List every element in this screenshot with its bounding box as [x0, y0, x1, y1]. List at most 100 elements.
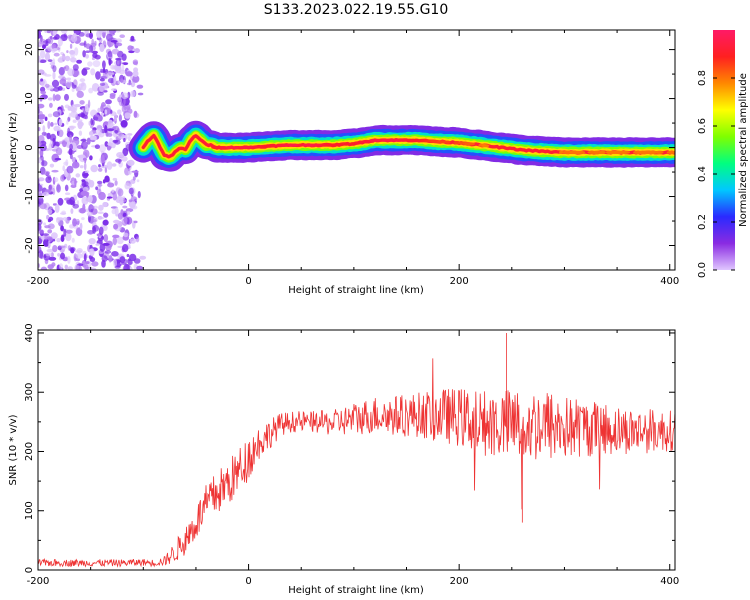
noise-blob — [69, 143, 73, 151]
x-tick-label: 200 — [450, 276, 469, 287]
noise-blob — [40, 78, 44, 82]
noise-blob — [137, 92, 144, 96]
colorbar-tick-label: 0.6 — [697, 118, 708, 134]
noise-blob — [81, 179, 85, 183]
noise-blob — [52, 245, 58, 253]
noise-blob — [76, 59, 82, 64]
noise-blob — [71, 88, 75, 92]
noise-blob — [111, 251, 119, 257]
ridge-peak — [436, 140, 446, 144]
noise-blob — [49, 140, 54, 148]
noise-blob — [83, 40, 87, 48]
noise-blob — [38, 184, 43, 192]
noise-blob — [114, 130, 118, 134]
noise-blob — [122, 62, 129, 66]
noise-blob — [127, 159, 135, 166]
noise-blob — [127, 260, 133, 265]
noise-region — [38, 30, 147, 270]
noise-blob — [92, 50, 98, 54]
noise-blob — [70, 57, 77, 63]
noise-blob — [94, 144, 100, 149]
noise-blob — [67, 68, 75, 76]
ridge-peak — [481, 144, 490, 148]
noise-blob — [107, 119, 114, 128]
noise-blob — [49, 102, 53, 108]
signal-ridge — [128, 120, 675, 172]
noise-blob — [97, 107, 101, 113]
noise-blob — [117, 80, 120, 84]
noise-blob — [121, 196, 126, 199]
noise-blob — [118, 159, 121, 164]
noise-blob — [81, 217, 85, 221]
noise-blob — [127, 133, 133, 136]
noise-blob — [58, 118, 63, 126]
noise-blob — [128, 187, 134, 195]
noise-blob — [136, 179, 140, 183]
noise-blob — [84, 264, 89, 270]
noise-blob — [130, 90, 136, 98]
noise-blob — [85, 50, 90, 53]
noise-blob — [59, 78, 67, 85]
noise-blob — [85, 261, 90, 265]
noise-blob — [38, 177, 45, 182]
noise-blob — [97, 211, 104, 214]
noise-blob — [123, 263, 130, 270]
colorbar-label: Normalized spectral amplitude — [738, 73, 749, 227]
noise-blob — [106, 30, 110, 35]
ridge-peak — [359, 140, 372, 144]
y-tick-label: 0 — [24, 144, 35, 150]
noise-blob — [124, 112, 131, 119]
noise-blob — [114, 139, 121, 145]
ridge-peak — [270, 144, 278, 148]
noise-blob — [71, 237, 75, 243]
y-tick-label: -20 — [24, 237, 35, 253]
noise-blob — [119, 256, 126, 264]
noise-blob — [98, 216, 105, 220]
noise-blob — [96, 30, 102, 39]
noise-blob — [97, 167, 103, 172]
ridge-peak — [413, 138, 419, 142]
noise-blob — [64, 65, 70, 72]
ridge-peak — [369, 138, 381, 142]
noise-blob — [107, 193, 113, 197]
noise-blob — [74, 178, 77, 187]
noise-blob — [66, 77, 71, 81]
noise-blob — [128, 170, 132, 175]
noise-blob — [116, 60, 120, 65]
noise-blob — [81, 82, 87, 91]
noise-blob — [56, 217, 60, 224]
noise-blob — [44, 234, 48, 241]
ridge-peak — [287, 143, 298, 147]
noise-blob — [46, 214, 50, 220]
noise-blob — [82, 50, 86, 58]
noise-blob — [87, 195, 93, 203]
noise-blob — [88, 238, 96, 245]
noise-blob — [75, 173, 81, 178]
noise-blob — [87, 61, 93, 67]
x-tick-label: 0 — [245, 276, 251, 287]
noise-blob — [56, 184, 61, 193]
noise-blob — [62, 165, 65, 172]
noise-blob — [89, 135, 96, 141]
noise-blob — [90, 205, 95, 210]
noise-blob — [111, 72, 115, 75]
noise-blob — [40, 90, 47, 95]
noise-blob — [104, 250, 112, 254]
noise-blob — [112, 219, 120, 224]
noise-blob — [139, 255, 147, 260]
noise-blob — [70, 208, 74, 215]
noise-blob — [98, 164, 101, 168]
noise-blob — [79, 78, 86, 83]
noise-blob — [49, 163, 55, 168]
snr-plot-area — [38, 330, 675, 570]
y-tick-label: 20 — [24, 43, 35, 56]
noise-blob — [59, 245, 66, 248]
noise-blob — [114, 65, 121, 71]
noise-blob — [112, 234, 120, 239]
noise-blob — [47, 120, 51, 130]
noise-blob — [101, 154, 105, 164]
noise-blob — [88, 180, 95, 188]
noise-blob — [78, 265, 82, 270]
noise-blob — [89, 32, 93, 39]
noise-blob — [114, 265, 121, 269]
